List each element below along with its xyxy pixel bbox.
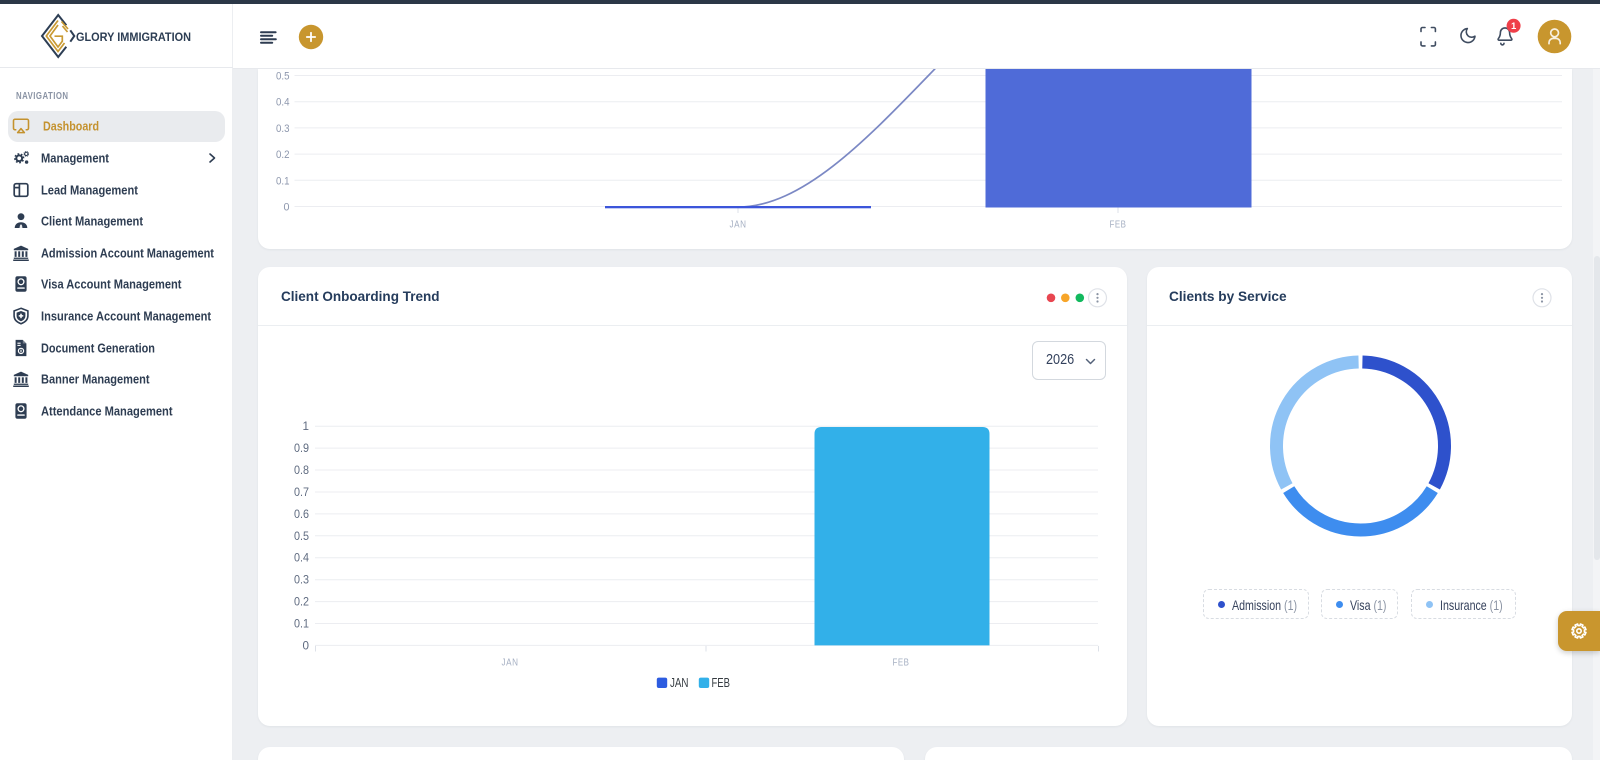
svg-text:JAN: JAN — [730, 219, 747, 231]
svg-text:0.4: 0.4 — [276, 97, 290, 109]
svg-text:0.2: 0.2 — [276, 149, 290, 161]
svg-text:0.9: 0.9 — [294, 441, 309, 455]
svg-text:1: 1 — [1511, 21, 1517, 32]
svg-text:JAN: JAN — [502, 657, 519, 669]
svg-text:1: 1 — [303, 419, 310, 433]
svg-text:0.4: 0.4 — [294, 551, 309, 565]
svg-text:0.6: 0.6 — [294, 507, 309, 521]
svg-text:0.1: 0.1 — [276, 175, 290, 187]
svg-text:0.3: 0.3 — [294, 573, 309, 587]
svg-text:0.1: 0.1 — [294, 617, 309, 631]
svg-text:0.2: 0.2 — [294, 595, 309, 609]
svg-text:FEB: FEB — [1110, 219, 1127, 231]
svg-text:FEB: FEB — [893, 657, 910, 669]
svg-text:FEB: FEB — [712, 676, 731, 690]
svg-text:0.8: 0.8 — [294, 463, 309, 477]
svg-text:0.3: 0.3 — [276, 123, 290, 135]
svg-text:GLORY IMMIGRATION: GLORY IMMIGRATION — [76, 32, 191, 44]
svg-text:0: 0 — [303, 638, 310, 652]
svg-text:0.7: 0.7 — [294, 485, 309, 499]
svg-text:0: 0 — [284, 202, 290, 214]
svg-text:0.5: 0.5 — [294, 529, 309, 543]
svg-text:0.5: 0.5 — [276, 71, 290, 83]
svg-text:JAN: JAN — [670, 676, 689, 690]
